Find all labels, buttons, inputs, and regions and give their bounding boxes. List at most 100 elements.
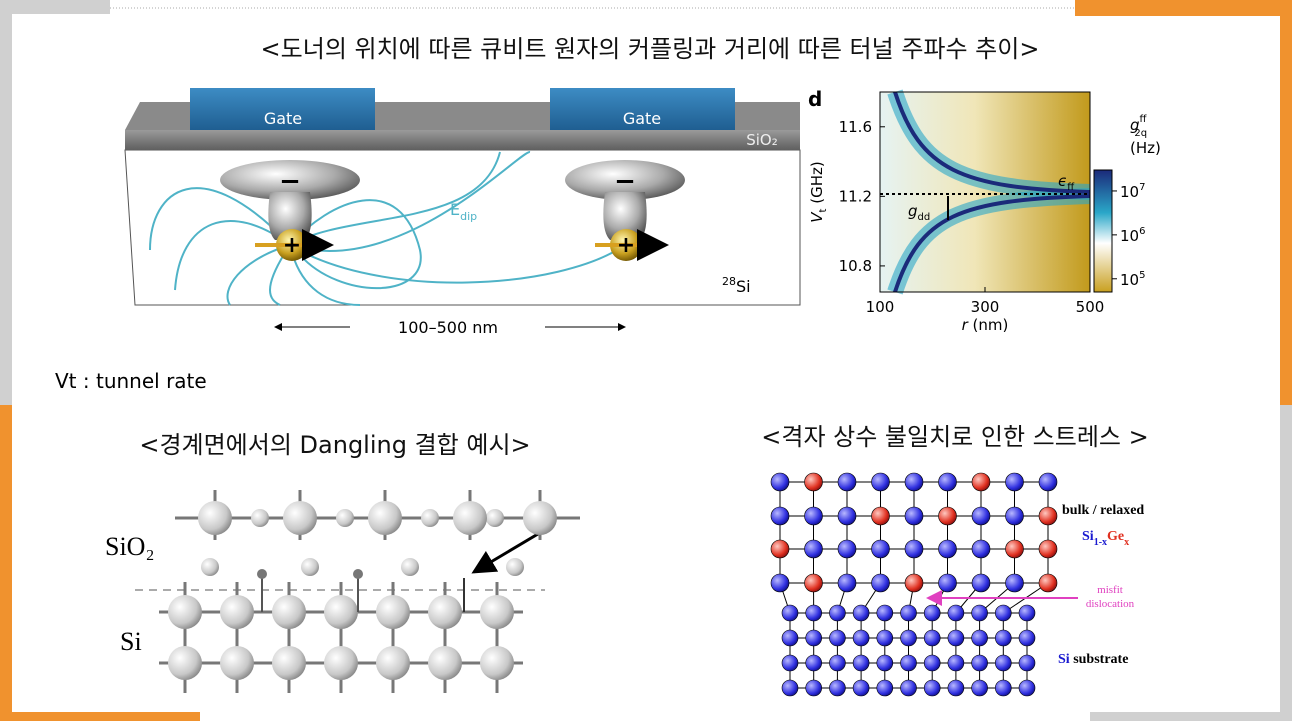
frame-left-gray xyxy=(0,0,12,405)
atom xyxy=(1005,573,1024,593)
caption: <경계면에서의 Dangling 결합 예시> xyxy=(139,431,530,459)
annotation: gdd xyxy=(908,202,930,223)
field-line xyxy=(289,199,422,290)
pointer-arrow xyxy=(471,526,549,574)
atom xyxy=(376,646,410,680)
atom xyxy=(283,501,317,535)
misfit-label: dislocation xyxy=(1086,598,1135,610)
atom xyxy=(804,539,823,559)
tick-exponent: 5 xyxy=(1139,270,1145,281)
dangling-figure: SiO₂ Si xyxy=(105,480,580,700)
atom xyxy=(805,604,823,622)
atom xyxy=(900,654,917,672)
atom xyxy=(1038,506,1058,526)
x-tick-label: 100 xyxy=(866,298,895,316)
dipole: − + xyxy=(565,160,685,261)
atom xyxy=(871,539,890,559)
atom xyxy=(829,654,846,672)
substrate-label: Si substrate xyxy=(1058,652,1128,667)
frame-bottom-orange xyxy=(0,712,200,721)
tick-exponent: 6 xyxy=(1139,226,1145,237)
atom xyxy=(871,472,890,492)
atom xyxy=(871,506,890,526)
atom xyxy=(971,679,988,697)
alloy-label: Si1-xGex xyxy=(1082,529,1129,548)
field-line xyxy=(149,187,291,251)
atom xyxy=(770,573,790,593)
atom xyxy=(871,573,890,593)
y-tick-label: 10.8 xyxy=(839,257,872,275)
atom xyxy=(852,679,870,697)
atom xyxy=(1018,654,1036,672)
atom xyxy=(201,558,219,576)
atom xyxy=(804,472,823,492)
atom xyxy=(876,629,894,647)
atom xyxy=(198,501,232,535)
atom xyxy=(251,509,269,527)
atom xyxy=(923,604,941,622)
atom xyxy=(971,654,988,672)
atom xyxy=(947,629,965,647)
atom xyxy=(324,595,358,629)
oxide-label: SiO₂ xyxy=(746,131,778,149)
atom xyxy=(272,646,306,680)
field-line xyxy=(174,220,291,291)
charge: + xyxy=(617,233,635,258)
x-axis-label: r (nm) xyxy=(962,316,1009,334)
atom xyxy=(781,679,799,697)
atom xyxy=(301,558,319,576)
atom xyxy=(523,501,557,535)
gate xyxy=(190,88,375,130)
oxide-label: SiO₂ xyxy=(105,532,155,561)
atom xyxy=(324,646,358,680)
atom xyxy=(876,654,894,672)
atom xyxy=(1038,472,1058,492)
frame-top-gray xyxy=(0,0,110,14)
atom xyxy=(829,604,846,622)
y-tick-label: 11.2 xyxy=(839,187,872,205)
x-tick-label: 300 xyxy=(971,298,1000,316)
gate-label: Gate xyxy=(264,109,302,128)
atom xyxy=(852,604,870,622)
atom xyxy=(1038,539,1058,559)
charge: − xyxy=(279,167,301,197)
atom xyxy=(804,573,823,593)
atom xyxy=(971,629,988,647)
frame-right-gray xyxy=(1280,405,1292,721)
atom xyxy=(904,573,924,593)
atom xyxy=(994,604,1012,622)
atom xyxy=(1018,679,1036,697)
atom xyxy=(829,629,846,647)
charge: + xyxy=(283,233,301,258)
tick-base: 10 xyxy=(1120,227,1139,245)
atom xyxy=(368,501,402,535)
oxide-layer xyxy=(125,130,800,150)
distance-label: 100–500 nm xyxy=(398,318,498,337)
atom xyxy=(900,604,917,622)
atom xyxy=(1018,629,1036,647)
atom xyxy=(770,506,790,526)
atom xyxy=(938,573,957,593)
resonance-line xyxy=(893,194,1091,293)
bulk-label: bulk / relaxed xyxy=(1062,503,1144,518)
resonance-line xyxy=(893,91,1091,194)
misfit-label: misfit xyxy=(1097,584,1123,596)
atom xyxy=(971,604,988,622)
atom xyxy=(272,595,306,629)
frame-bottom-gray xyxy=(1090,712,1292,721)
atom xyxy=(480,646,514,680)
colorbar-unit: (Hz) xyxy=(1130,139,1161,157)
atom xyxy=(947,604,965,622)
atom xyxy=(904,539,924,559)
frame-top-orange xyxy=(1075,0,1292,16)
atom xyxy=(971,472,991,492)
atom xyxy=(994,679,1012,697)
colorbar-tick-label: 105 xyxy=(1120,270,1145,289)
atom xyxy=(805,629,823,647)
atom xyxy=(168,646,202,680)
atom xyxy=(852,654,870,672)
atom xyxy=(220,595,254,629)
atom xyxy=(904,472,924,492)
tick-base: 10 xyxy=(1120,183,1139,201)
